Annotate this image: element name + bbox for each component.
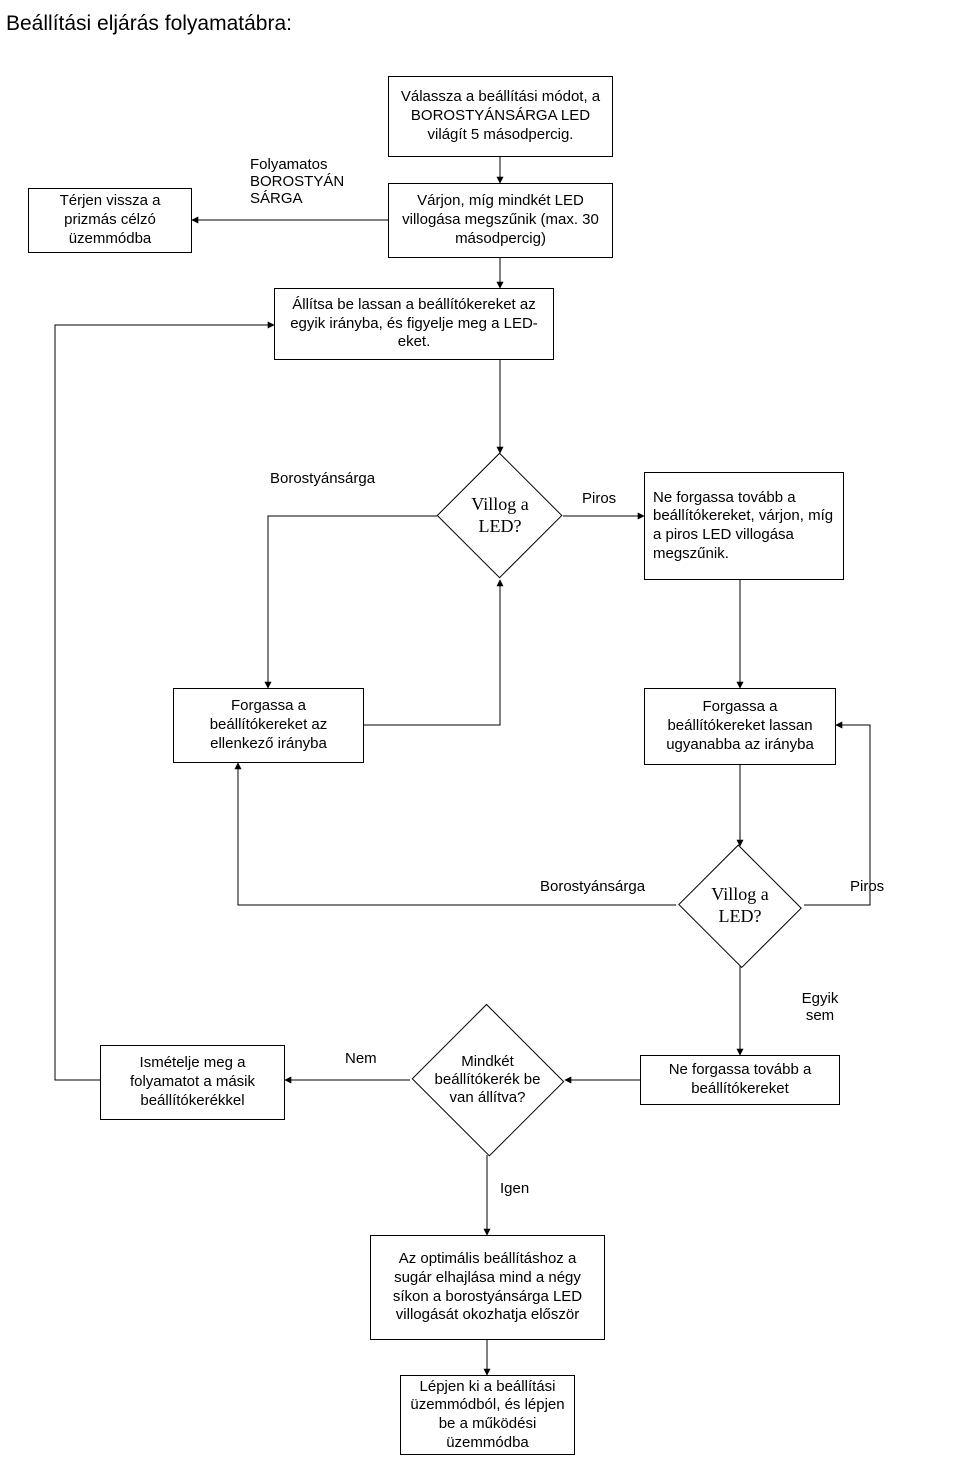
decision-led-blink-1-text: Villog a LED? <box>437 453 563 579</box>
decision-led-blink-2-text: Villog a LED? <box>676 846 804 966</box>
node-select-mode: Válassza a beállítási módot, a BOROSTYÁN… <box>388 76 613 157</box>
decision-both-set-text: Mindkét beállítókerék be van állítva? <box>410 1005 565 1155</box>
label-amber-1: Borostyánsárga <box>270 470 375 487</box>
node-turn-same: Forgassa a beállítókereket lassan ugyana… <box>644 688 836 765</box>
page-title: Beállítási eljárás folyamatábra: <box>6 12 292 36</box>
node-turn-opposite: Forgassa a beállítókereket az ellenkező … <box>173 688 364 763</box>
decision-led-blink-1: Villog a LED? <box>437 453 563 579</box>
node-stop-turning: Ne forgassa tovább a beállítókereket <box>640 1055 840 1105</box>
label-red-2: Piros <box>850 878 884 895</box>
decision-both-set: Mindkét beállítókerék be van állítva? <box>410 1005 565 1155</box>
node-optimal-note: Az optimális beállításhoz a sugár elhajl… <box>370 1235 605 1340</box>
decision-led-blink-2: Villog a LED? <box>676 846 804 966</box>
node-adjust-wheel: Állítsa be lassan a beállítókereket az e… <box>274 288 554 360</box>
label-continuous-amber: Folyamatos BOROSTYÁN SÁRGA <box>250 156 380 207</box>
label-red-1: Piros <box>582 490 616 507</box>
node-repeat-other-wheel: Ismételje meg a folyamatot a másik beáll… <box>100 1045 285 1120</box>
node-wait-leds: Várjon, míg mindkét LED villogása megszű… <box>388 183 613 258</box>
label-no: Nem <box>345 1050 377 1067</box>
node-stop-wait-red: Ne forgassa tovább a beállítókereket, vá… <box>644 472 844 580</box>
node-exit-mode: Lépjen ki a beállítási üzemmódból, és lé… <box>400 1375 575 1455</box>
label-yes: Igen <box>500 1180 529 1197</box>
node-return-prism: Térjen vissza a prizmás célzó üzemmódba <box>28 188 192 253</box>
label-amber-2: Borostyánsárga <box>540 878 645 895</box>
label-none: Egyik sem <box>790 990 850 1024</box>
